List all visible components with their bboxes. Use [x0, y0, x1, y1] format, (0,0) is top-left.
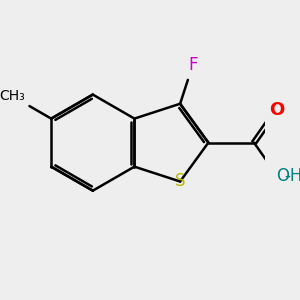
Text: S: S: [175, 172, 185, 190]
Text: CH₃: CH₃: [0, 89, 25, 103]
Text: O: O: [269, 101, 285, 119]
Text: F: F: [188, 56, 198, 74]
Text: O: O: [276, 167, 289, 184]
Text: -H: -H: [284, 167, 300, 184]
